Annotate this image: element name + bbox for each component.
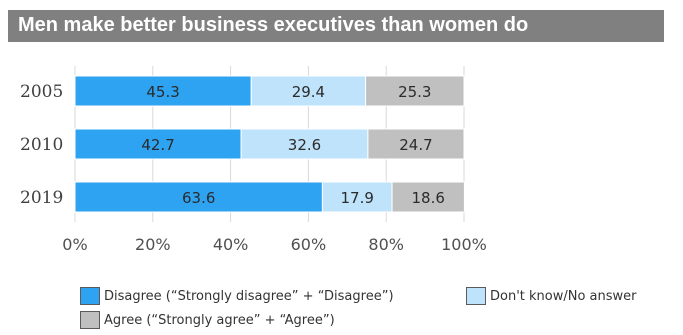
data-label-2019-dont-know: 17.9	[341, 189, 374, 207]
legend-swatch-agree	[80, 311, 100, 329]
y-tick-label-2010: 2010	[20, 135, 63, 155]
data-label-2019-disagree: 63.6	[182, 189, 215, 207]
bar-2010-dont-know	[240, 128, 369, 160]
legend-swatch-dont-know	[466, 287, 486, 305]
legend-swatch-disagree	[80, 287, 100, 305]
bar-2005-agree	[365, 75, 465, 107]
y-tick-label-2005: 2005	[20, 82, 63, 102]
bar-2010-agree	[367, 128, 465, 160]
bar-2019-agree	[391, 181, 465, 213]
data-label-2005-dont-know: 29.4	[292, 83, 325, 101]
x-tick-label-0: 0%	[62, 235, 87, 254]
legend-item-agree: Agree (“Strongly agree” + “Agree”)	[80, 311, 335, 329]
legend-item-dont-know: Don't know/No answer	[466, 287, 637, 305]
y-tick-label-2019: 2019	[20, 188, 63, 208]
title-bar: Men make better business executives than…	[8, 10, 664, 42]
bar-2010-disagree	[74, 128, 242, 160]
x-tick-label-60: 60%	[291, 235, 327, 254]
bar-2005-disagree	[74, 75, 252, 107]
bar-2005-dont-know	[250, 75, 367, 107]
data-label-2005-disagree: 45.3	[146, 83, 179, 101]
x-tick-label-40: 40%	[213, 235, 249, 254]
data-label-2010-dont-know: 32.6	[288, 136, 321, 154]
bar-2019-disagree	[74, 181, 323, 213]
data-label-2010-agree: 24.7	[399, 136, 432, 154]
x-tick-label-20: 20%	[135, 235, 171, 254]
data-label-2005-agree: 25.3	[398, 83, 431, 101]
legend-label-dont-know: Don't know/No answer	[490, 288, 637, 304]
legend-label-disagree: Disagree (“Strongly disagree” + “Disagre…	[104, 288, 394, 304]
legend-item-disagree: Disagree (“Strongly disagree” + “Disagre…	[80, 287, 394, 305]
legend-label-agree: Agree (“Strongly agree” + “Agree”)	[104, 312, 335, 328]
x-tick-label-100: 100%	[441, 235, 487, 254]
chart-title: Men make better business executives than…	[18, 14, 529, 36]
x-tick-label-80: 80%	[368, 235, 404, 254]
data-label-2010-disagree: 42.7	[141, 136, 174, 154]
bar-2019-dont-know	[321, 181, 393, 213]
data-label-2019-agree: 18.6	[412, 189, 445, 207]
